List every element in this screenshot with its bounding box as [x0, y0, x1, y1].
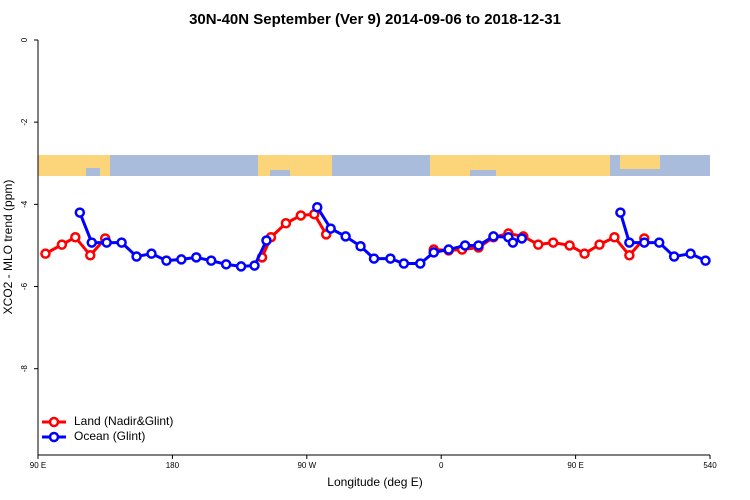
point	[516, 233, 528, 244]
point	[235, 261, 247, 272]
y-tick-label: -8	[20, 365, 29, 373]
point	[368, 253, 380, 264]
point	[488, 231, 499, 242]
y-tick-label: -4	[20, 200, 29, 208]
point	[639, 237, 650, 248]
x-axis-label: Longitude (deg E)	[327, 475, 422, 489]
x-tick-label: 540	[703, 461, 717, 470]
point	[594, 239, 605, 250]
x-tick-label: 0	[439, 461, 444, 470]
point	[547, 237, 559, 248]
point	[161, 255, 172, 266]
y-axis-label: XCO2 - MLO trend (ppm)	[1, 180, 15, 315]
point	[56, 239, 68, 250]
point	[249, 260, 260, 271]
point	[615, 207, 626, 218]
point	[415, 258, 426, 269]
point	[280, 218, 292, 229]
x-tick-label: 90 W	[297, 461, 316, 470]
legend-label: Land (Nadir&Glint)	[74, 414, 173, 428]
point	[700, 255, 711, 266]
point	[624, 250, 635, 261]
point	[428, 247, 439, 258]
point	[579, 248, 590, 259]
point	[70, 231, 81, 243]
point	[40, 248, 51, 259]
point	[624, 237, 635, 248]
point	[685, 248, 696, 259]
map-strip	[38, 155, 710, 176]
y-tick-label: -6	[20, 282, 29, 290]
point	[507, 237, 519, 248]
point	[220, 259, 232, 270]
point	[85, 250, 96, 261]
point	[533, 239, 544, 250]
legend-marker	[48, 416, 60, 428]
point	[74, 207, 86, 218]
y-tick-label: -2	[20, 118, 29, 126]
point	[312, 201, 323, 213]
point	[609, 231, 620, 243]
point	[355, 241, 366, 252]
point	[325, 223, 336, 234]
point	[459, 240, 471, 251]
point	[668, 251, 680, 262]
point	[86, 237, 98, 248]
point	[101, 237, 112, 248]
point	[564, 240, 575, 251]
x-tick-label: 90 E	[567, 461, 583, 470]
point	[261, 235, 272, 246]
point	[295, 210, 307, 221]
x-tick-label: 90 E	[30, 461, 46, 470]
legend-marker	[48, 431, 60, 443]
chart-title: 30N-40N September (Ver 9) 2014-09-06 to …	[189, 11, 561, 28]
point	[116, 237, 127, 248]
legend-label: Ocean (Glint)	[74, 429, 145, 443]
point	[340, 231, 351, 242]
y-tick-label: 0	[20, 37, 29, 42]
point	[398, 258, 410, 269]
point	[176, 254, 187, 265]
point	[653, 237, 665, 248]
x-tick-label: 180	[166, 461, 180, 470]
point	[473, 240, 484, 251]
point	[385, 253, 396, 264]
point	[131, 251, 142, 262]
point	[205, 255, 217, 266]
point	[443, 244, 454, 255]
point	[146, 248, 157, 259]
point	[191, 252, 202, 263]
